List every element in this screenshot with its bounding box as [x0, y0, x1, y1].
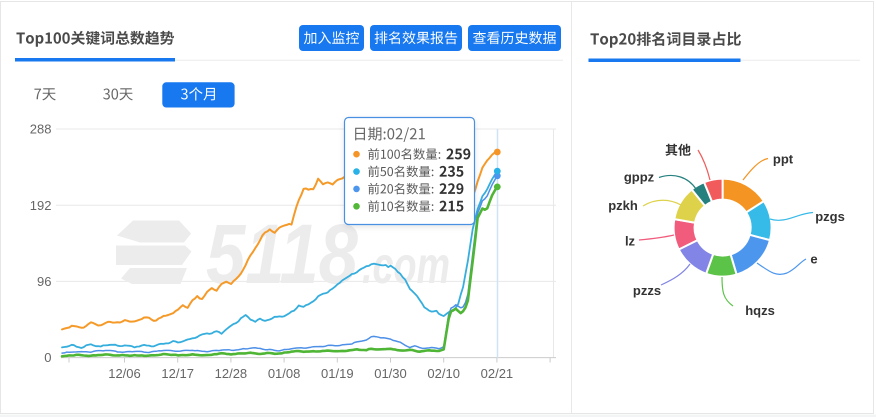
svg-text:192: 192: [30, 198, 52, 213]
svg-text:01/30: 01/30: [374, 366, 407, 381]
svg-text:01/08: 01/08: [268, 366, 301, 381]
svg-text:12/28: 12/28: [215, 366, 248, 381]
svg-text:pzzs: pzzs: [633, 283, 661, 298]
svg-text:.com: .com: [362, 237, 450, 295]
svg-text:ppt: ppt: [773, 151, 794, 166]
svg-text:5118: 5118: [206, 207, 358, 301]
svg-text:pzkh: pzkh: [608, 198, 638, 213]
svg-text:02/21: 02/21: [481, 366, 514, 381]
svg-text:gppz: gppz: [624, 170, 655, 185]
svg-text:hqzs: hqzs: [745, 303, 775, 318]
svg-text:01/19: 01/19: [321, 366, 354, 381]
svg-text:e: e: [810, 252, 817, 267]
svg-text:12/06: 12/06: [108, 366, 141, 381]
svg-text:12/17: 12/17: [161, 366, 194, 381]
svg-text:02/10: 02/10: [427, 366, 460, 381]
svg-text:lz: lz: [625, 234, 636, 249]
svg-text:pzgs: pzgs: [815, 209, 845, 224]
svg-text:288: 288: [30, 122, 52, 137]
svg-text:96: 96: [37, 274, 51, 289]
svg-text:0: 0: [44, 350, 51, 365]
